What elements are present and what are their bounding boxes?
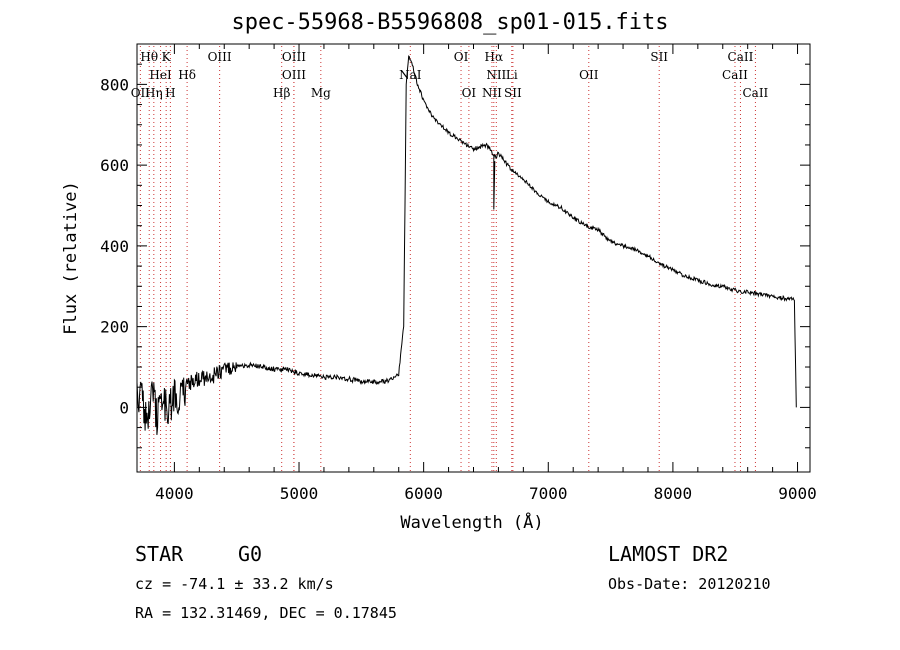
marker-label: NaI — [399, 68, 422, 82]
marker-label: CaII — [728, 50, 754, 64]
chart-title: spec-55968-B5596808_sp01-015.fits — [231, 10, 669, 35]
marker-label: OI — [454, 50, 469, 64]
marker-label: OIII — [282, 50, 306, 64]
y-axis: 0 200 400 600 800 — [100, 63, 810, 449]
marker-label: OIII — [208, 50, 232, 64]
marker-label: K — [162, 50, 172, 64]
marker-label: Hα — [485, 50, 504, 64]
marker-label: Hθ — [140, 50, 158, 64]
marker-label: SII — [504, 86, 522, 100]
x-tick-label: 7000 — [529, 484, 568, 503]
y-tick-label: 800 — [100, 75, 129, 94]
marker-label: H — [165, 86, 175, 100]
x-tick-label: 6000 — [404, 484, 443, 503]
x-tick-label: 8000 — [654, 484, 693, 503]
redshift-text: cz = -74.1 ± 33.2 km/s — [135, 575, 334, 593]
survey-name: LAMOST DR2 — [608, 542, 729, 566]
object-subclass: G0 — [238, 542, 263, 566]
y-tick-label: 600 — [100, 156, 129, 175]
marker-label: Hδ — [178, 68, 196, 82]
marker-label: NII — [486, 68, 506, 82]
plot-frame — [136, 43, 811, 473]
x-tick-label: 5000 — [280, 484, 319, 503]
coordinates: RA = 132.31469, DEC = 0.17845 — [135, 604, 397, 622]
x-axis-label: Wavelength (Å) — [400, 511, 543, 533]
object-class: STAR — [135, 542, 184, 566]
marker-label: Mg — [311, 86, 331, 100]
marker-label: HeI — [149, 68, 172, 82]
y-tick-label: 200 — [100, 318, 129, 337]
obs-date: Obs-Date: 20120210 — [608, 575, 771, 593]
y-axis-label: Flux (relative) — [61, 181, 81, 335]
y-tick-label: 0 — [119, 398, 129, 417]
x-tick-label: 4000 — [155, 484, 194, 503]
marker-label: Hβ — [273, 86, 290, 100]
marker-label: OI — [462, 86, 477, 100]
marker-label: CaII — [742, 86, 768, 100]
marker-label: Hη — [145, 86, 163, 100]
marker-label: SII — [650, 50, 668, 64]
marker-label: CaII — [722, 68, 748, 82]
marker-label: Li — [506, 68, 518, 82]
marker-label: NII — [482, 86, 502, 100]
marker-label: OII — [579, 68, 599, 82]
x-axis: 4000 5000 6000 7000 8000 9000 — [155, 44, 817, 503]
marker-label: OIII — [282, 68, 306, 82]
spectrum-line — [136, 55, 797, 435]
y-tick-label: 400 — [100, 237, 129, 256]
x-tick-label: 9000 — [778, 484, 817, 503]
marker-label: OII — [131, 86, 151, 100]
plot-border — [136, 43, 811, 473]
